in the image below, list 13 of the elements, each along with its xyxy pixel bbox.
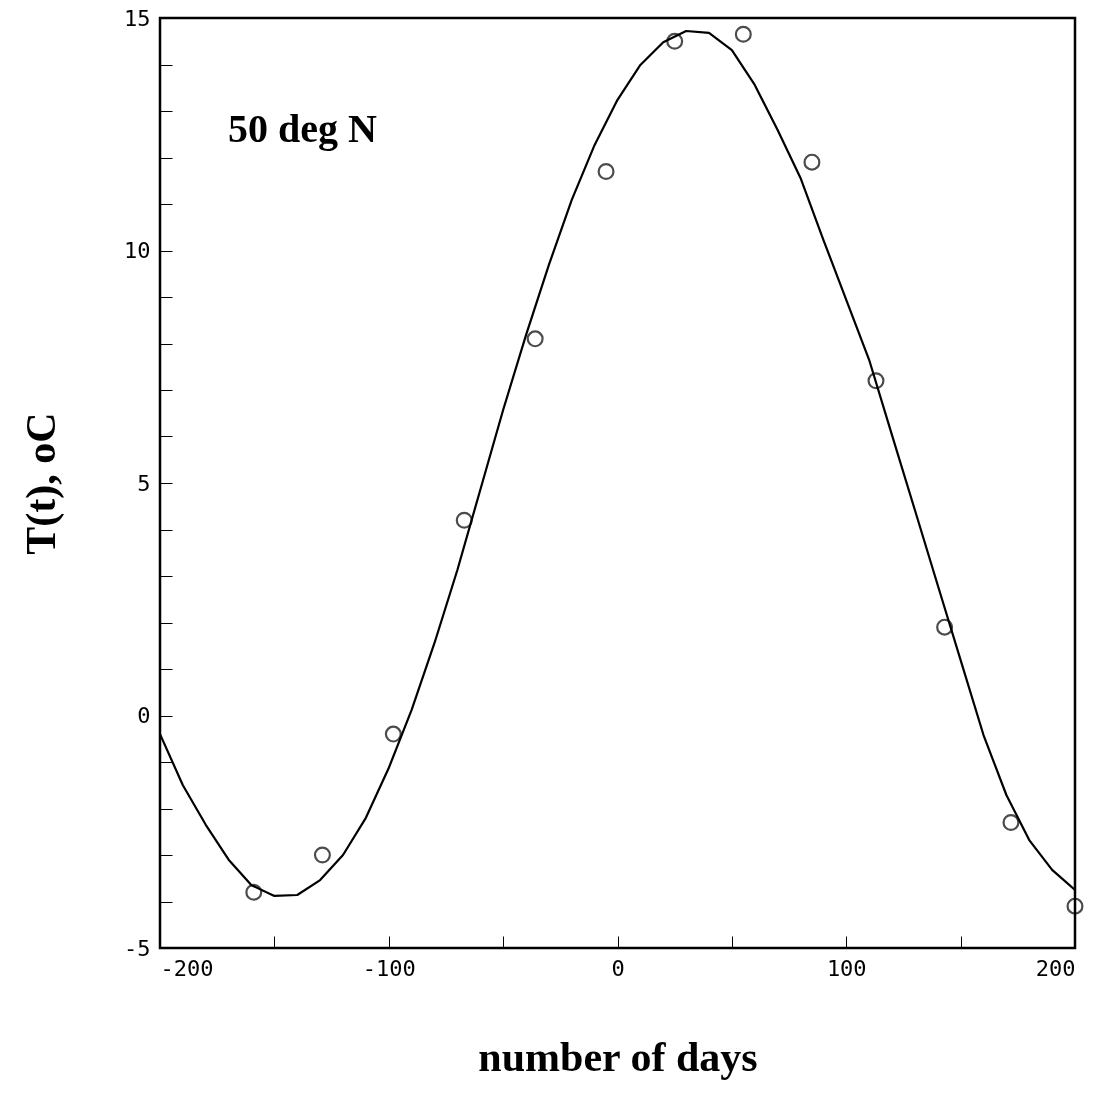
y-tick-label: 15 — [124, 5, 151, 31]
y-tick-label: 0 — [137, 703, 151, 728]
annotation: 50 deg N — [228, 106, 377, 151]
x-axis-title: number of days — [478, 1033, 758, 1080]
x-tick-label: -100 — [362, 955, 416, 981]
y-axis-title: T(t), oC — [18, 412, 66, 555]
y-tick-label: 10 — [124, 238, 151, 263]
x-tick-label: 0 — [611, 955, 625, 981]
y-tick-label: -5 — [124, 935, 151, 961]
y-tick-label: 5 — [137, 470, 151, 496]
x-tick-label: 100 — [826, 955, 867, 981]
x-tick-label: 200 — [1035, 955, 1076, 981]
x-tick-label: -200 — [160, 955, 214, 981]
